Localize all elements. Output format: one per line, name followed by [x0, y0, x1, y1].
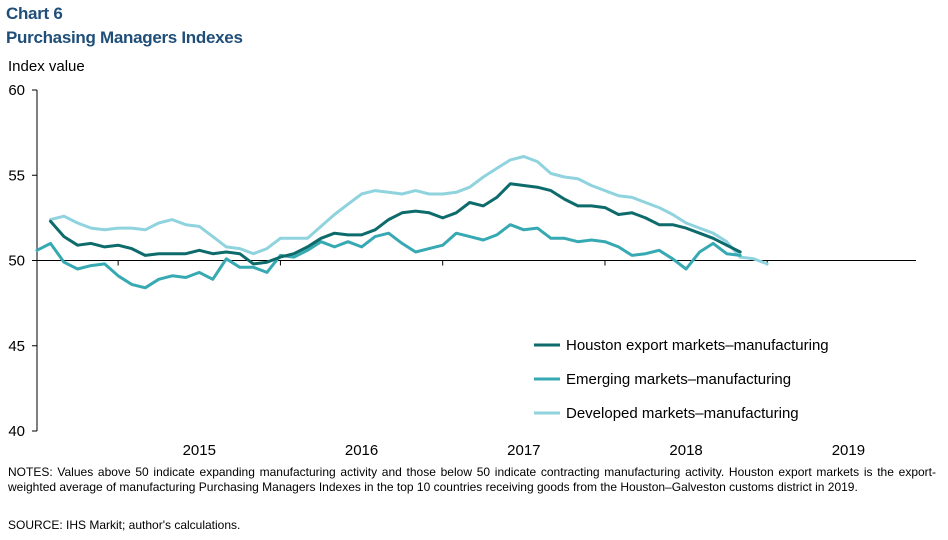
line-chart: 40 45 50 55 60 2015 2016 2017 2018 2019 Houston e…: [8, 82, 916, 459]
chart-source: SOURCE: IHS Markit; author's calculation…: [8, 518, 241, 532]
x-tick-label: 2016: [345, 442, 378, 459]
chart-notes: NOTES: Values above 50 indicate expandin…: [8, 465, 936, 494]
legend-houston-label: Houston export markets–manufacturing: [566, 337, 829, 354]
y-tick-label: 50: [8, 253, 25, 270]
series-line-emerging: [35, 223, 742, 290]
chart-legend: Houston export markets–manufacturing Emer…: [534, 337, 829, 422]
series-line-developed: [49, 155, 769, 266]
x-tick-label: 2015: [183, 442, 216, 459]
chart-axes: 40 45 50 55 60 2015 2016 2017 2018 2019: [8, 82, 916, 459]
chart-title: Purchasing Managers Indexes: [6, 28, 243, 47]
x-tick-label: 2017: [507, 442, 540, 459]
chart-series: [35, 155, 769, 290]
y-tick-label: 45: [8, 338, 25, 355]
y-tick-label: 40: [8, 423, 25, 440]
x-tick-label: 2018: [669, 442, 702, 459]
x-tick-label: 2019: [832, 442, 865, 459]
y-tick-label: 60: [8, 82, 25, 99]
y-tick-label: 55: [8, 167, 25, 184]
legend-developed-label: Developed markets–manufacturing: [566, 405, 799, 422]
y-axis-unit-label: Index value: [8, 58, 85, 75]
chart-number: Chart 6: [6, 4, 63, 23]
legend-emerging-label: Emerging markets–manufacturing: [566, 371, 791, 388]
series-line-houston: [49, 182, 742, 266]
